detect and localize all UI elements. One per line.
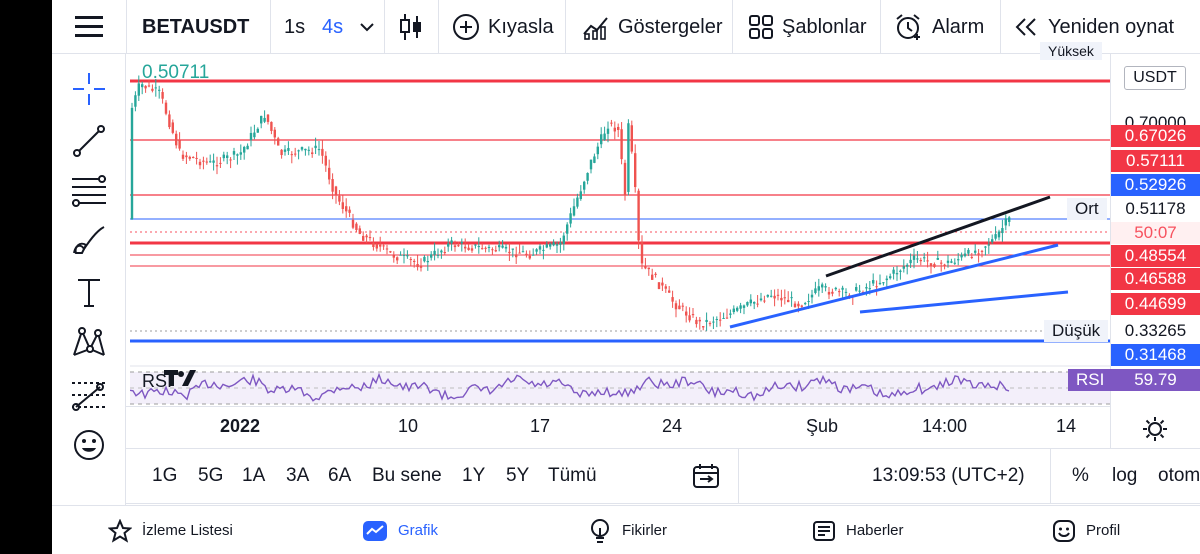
crosshair-icon[interactable] <box>66 66 112 112</box>
fib-retracement-icon[interactable] <box>66 168 112 214</box>
candles <box>130 75 1011 331</box>
time-label: 14 <box>1056 416 1077 436</box>
range-button[interactable]: 3A <box>286 465 310 486</box>
price-label: 0.44699 <box>1111 293 1200 315</box>
brush-icon[interactable] <box>66 218 112 264</box>
app-window: BETAUSDT 1s 4s Kıyasla Göstergeler Şablo… <box>52 0 1200 554</box>
top-toolbar: BETAUSDT 1s 4s Kıyasla Göstergeler Şablo… <box>52 0 1200 54</box>
compare-label: Kıyasla <box>488 15 554 38</box>
high-tag: Yüksek <box>1040 42 1102 60</box>
price-label: 0.31468 <box>1111 344 1200 366</box>
price-label: 50:07 <box>1111 222 1200 244</box>
replay-icon <box>1015 18 1036 36</box>
high-price-label: 0.50711 <box>142 62 210 83</box>
log-scale-button[interactable]: log <box>1112 465 1138 486</box>
pattern-tool-icon[interactable] <box>66 320 112 366</box>
alarm-label: Alarm <box>932 15 985 38</box>
text-tool-icon[interactable] <box>66 270 112 316</box>
emoji-icon[interactable] <box>66 422 112 468</box>
nav-profile-label: Profil <box>1086 522 1121 539</box>
nav-chart-label: Grafik <box>398 522 439 539</box>
time-label: 24 <box>662 416 683 436</box>
nav-news[interactable]: Haberler <box>812 506 904 554</box>
range-button[interactable]: 1Y <box>462 465 486 486</box>
interval-4s[interactable]: 4s <box>322 15 344 38</box>
replay-button[interactable]: Yeniden oynat <box>1014 0 1174 54</box>
indicators-icon <box>583 17 608 40</box>
prediction-tool-icon[interactable] <box>66 372 112 418</box>
nav-ideas-label: Fikirler <box>622 522 667 539</box>
price-label: 0.67026 <box>1111 125 1200 147</box>
indicators-label: Göstergeler <box>618 15 723 38</box>
nav-profile[interactable]: Profil <box>1052 506 1120 554</box>
rsi-line <box>130 372 1010 402</box>
nav-ideas[interactable]: Fikirler <box>588 506 667 554</box>
trend-line-icon[interactable] <box>66 118 112 164</box>
indicators-button[interactable]: Göstergeler <box>582 0 723 54</box>
time-axis[interactable] <box>126 406 1110 448</box>
range-button[interactable]: Bu sene <box>372 465 442 486</box>
date-range-icon[interactable] <box>692 463 720 494</box>
time-label: 10 <box>398 416 419 436</box>
templates-label: Şablonlar <box>782 15 867 38</box>
news-icon <box>813 520 835 541</box>
time-label: 2022 <box>220 416 261 436</box>
trend-line-upper[interactable] <box>825 195 1051 278</box>
range-bar: 1G 5G 1A 3A 6A Bu sene 1Y 5Y Tümü 13:09:53 (UTC+… <box>126 448 1200 504</box>
nav-watchlist[interactable]: İzleme Listesi <box>108 506 233 554</box>
star-icon <box>108 518 132 543</box>
menu-icon[interactable] <box>72 0 106 54</box>
plus-circle-icon <box>453 14 479 40</box>
drawing-toolbar <box>52 54 126 506</box>
range-button[interactable]: 6A <box>328 465 352 486</box>
trend-line-support[interactable] <box>859 290 1069 314</box>
price-label: 0.52926 <box>1111 174 1200 196</box>
price-label: 0.57111 <box>1111 150 1200 172</box>
time-label: 17 <box>530 416 551 436</box>
range-button[interactable]: 1A <box>242 465 266 486</box>
rsi-tag: RSI <box>1068 369 1113 391</box>
tradingview-logo-icon <box>164 368 200 393</box>
interval-1s[interactable]: 1s <box>284 15 306 38</box>
price-label: 0.46588 <box>1111 268 1200 290</box>
profile-smile-icon <box>1053 519 1075 542</box>
bottom-navigation: İzleme Listesi Grafik Fikirler Haberler … <box>52 505 1200 554</box>
price-label: 0.48554 <box>1111 245 1200 267</box>
compare-button[interactable]: Kıyasla <box>452 0 554 54</box>
settings-icon[interactable] <box>1142 416 1168 447</box>
trend-line-lower[interactable] <box>729 243 1059 329</box>
price-label: 0.51178 <box>1111 198 1200 220</box>
range-button[interactable]: 5Y <box>506 465 530 486</box>
rsi-value-label: 59.79 <box>1111 369 1200 391</box>
price-chart[interactable] <box>130 54 1111 448</box>
alarm-button[interactable]: Alarm <box>894 0 984 54</box>
nav-chart[interactable]: Grafik <box>362 506 438 554</box>
templates-icon <box>749 15 773 39</box>
alarm-clock-icon <box>896 14 920 40</box>
clock-display[interactable]: 13:09:53 (UTC+2) <box>872 465 1025 486</box>
chevron-down-icon[interactable] <box>360 0 374 54</box>
low-tag: Düşük <box>1044 320 1109 342</box>
rsi-pane-label: RSI <box>142 371 173 391</box>
price-label: 0.33265 <box>1111 320 1200 342</box>
auto-scale-button[interactable]: otomatik <box>1158 465 1200 486</box>
percent-scale-button[interactable]: % <box>1072 465 1089 486</box>
replay-label: Yeniden oynat <box>1048 15 1175 38</box>
range-button[interactable]: 5G <box>198 465 224 486</box>
time-label: 14:00 <box>922 416 968 436</box>
range-button[interactable]: 1G <box>152 465 178 486</box>
templates-button[interactable]: Şablonlar <box>748 0 867 54</box>
currency-badge[interactable]: USDT <box>1124 66 1186 90</box>
symbol-name[interactable]: BETAUSDT <box>142 15 250 38</box>
time-label: Şub <box>806 416 839 436</box>
candle-type-icon[interactable] <box>398 0 424 54</box>
nav-news-label: Haberler <box>846 522 904 539</box>
nav-watchlist-label: İzleme Listesi <box>142 522 233 539</box>
lightbulb-icon <box>591 518 609 543</box>
average-tag: Ort <box>1067 198 1107 220</box>
range-button[interactable]: Tümü <box>548 465 597 486</box>
chart-icon <box>363 520 387 541</box>
